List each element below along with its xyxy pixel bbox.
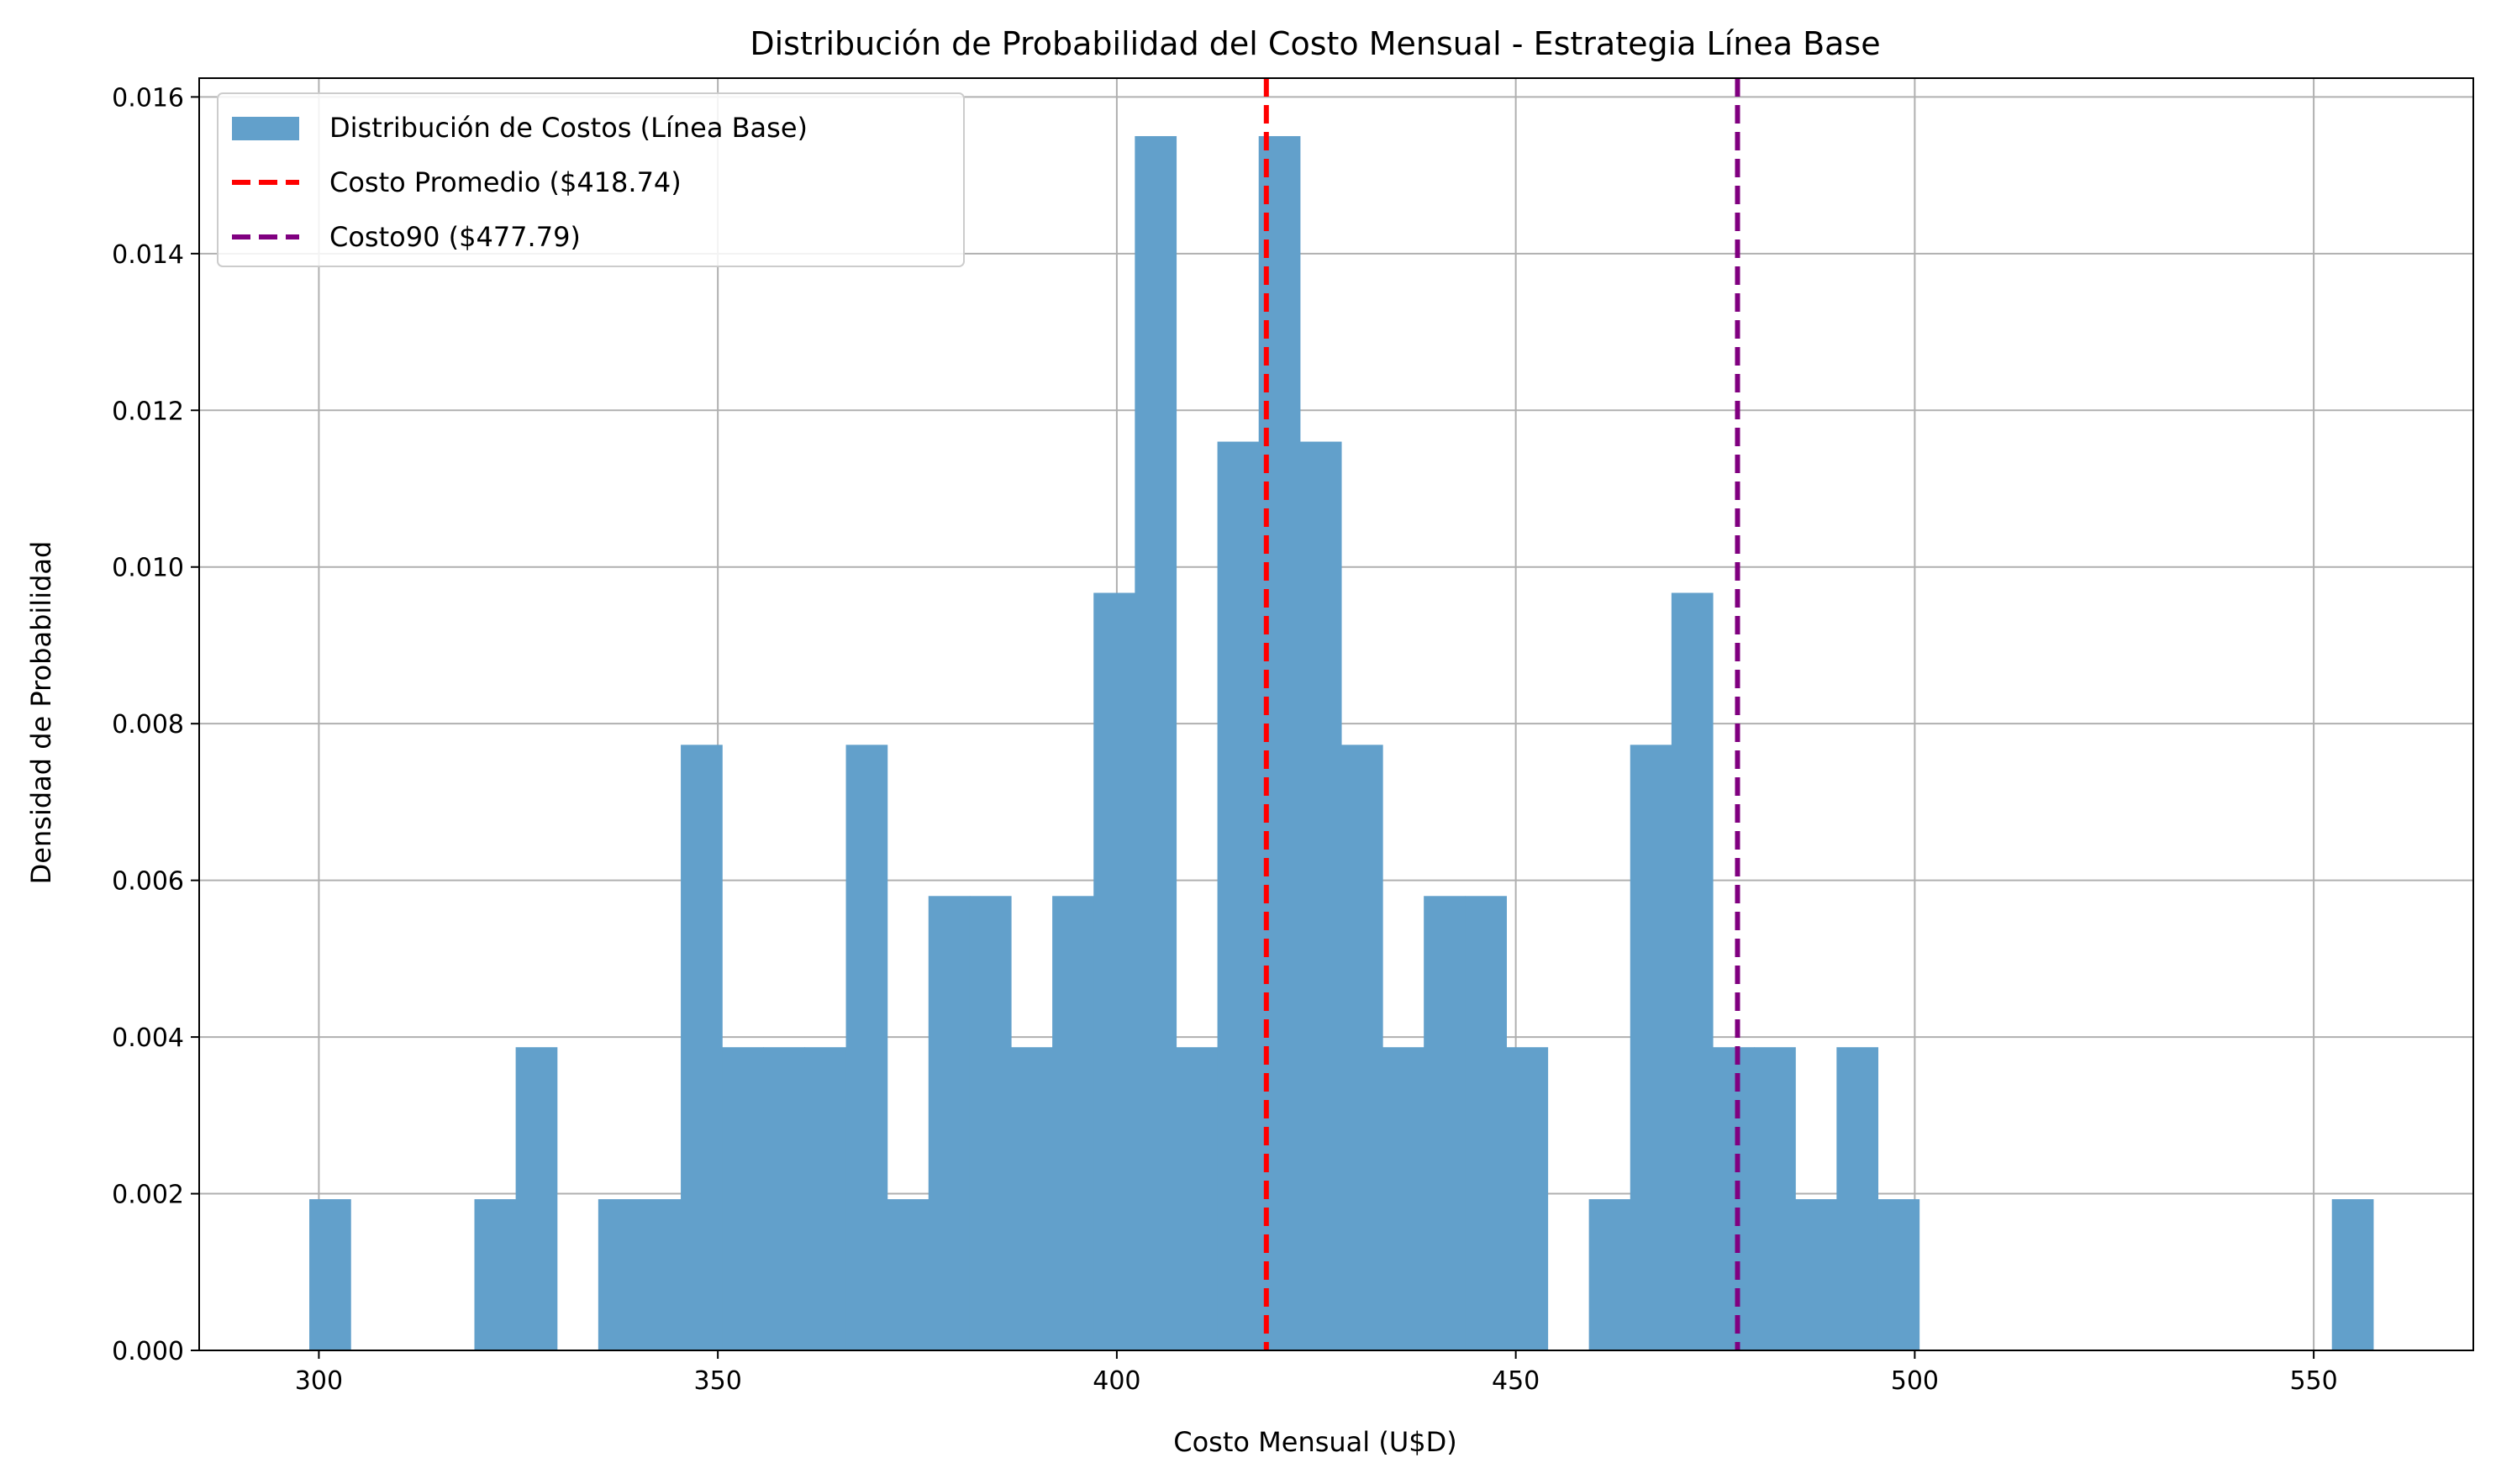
histogram-bar-18 (1052, 896, 1094, 1350)
legend-label-0: Distribución de Costos (Línea Base) (329, 112, 808, 144)
y-tick-label-5: 0.010 (112, 554, 184, 583)
histogram-bar-14 (887, 1199, 929, 1350)
histogram-bar-13 (845, 745, 888, 1350)
histogram-bar-31 (1588, 1199, 1631, 1350)
reference-lines (1263, 78, 1740, 1350)
y-tick-label-0: 0.000 (112, 1337, 184, 1366)
histogram-bar-17 (1011, 1047, 1053, 1350)
y-tick-label-4: 0.008 (112, 710, 184, 739)
x-tick-label-2: 400 (1093, 1366, 1140, 1396)
histogram-bar-26 (1382, 1047, 1424, 1350)
y-axis-label: Densidad de Probabilidad (25, 541, 57, 885)
histogram-bar-34 (1712, 1047, 1755, 1350)
histogram-bar-37 (1836, 1047, 1879, 1350)
histogram-bar-12 (804, 1047, 847, 1350)
x-axis-ticks: 300 350 400 450 500 550 (295, 1350, 2338, 1396)
histogram-bar-35 (1754, 1047, 1796, 1350)
y-tick-label-2: 0.004 (112, 1024, 184, 1053)
histogram-bar-9 (681, 745, 723, 1350)
histogram-bar-11 (763, 1047, 806, 1350)
histogram-bar-0 (309, 1199, 351, 1350)
legend: Distribución de Costos (Línea Base) Costo… (217, 92, 965, 267)
histogram-bar-15 (928, 896, 971, 1350)
y-tick-label-8: 0.016 (112, 83, 184, 113)
histogram-bar-24 (1299, 441, 1342, 1350)
legend-label-1: Costo Promedio ($418.74) (329, 166, 682, 198)
histogram-bar-25 (1340, 745, 1383, 1350)
histogram-bar-19 (1093, 592, 1135, 1350)
histogram-bar-10 (722, 1047, 764, 1350)
legend-swatch-0 (232, 117, 299, 140)
histogram-bar-49 (2331, 1199, 2374, 1350)
histogram-bar-29 (1506, 1047, 1549, 1350)
y-tick-label-3: 0.006 (112, 867, 184, 897)
x-tick-label-3: 450 (1492, 1366, 1540, 1396)
legend-box (217, 92, 965, 267)
y-tick-label-6: 0.012 (112, 397, 184, 426)
y-tick-label-7: 0.014 (112, 240, 184, 270)
x-tick-label-5: 550 (2289, 1366, 2337, 1396)
histogram-bar-5 (515, 1047, 558, 1350)
x-tick-label-4: 500 (1891, 1366, 1939, 1396)
histogram-bar-32 (1630, 745, 1672, 1350)
histogram-bar-22 (1217, 441, 1260, 1350)
grid-lines (199, 78, 2473, 1351)
histogram-bar-7 (598, 1199, 640, 1350)
histogram-bar-16 (969, 896, 1012, 1350)
histogram-bar-28 (1465, 896, 1507, 1350)
plot-frame (198, 77, 2474, 1351)
x-axis-label: Costo Mensual (U$D) (1173, 1426, 1456, 1458)
histogram-bar-21 (1176, 1047, 1219, 1350)
histogram-bar-33 (1671, 592, 1714, 1350)
y-tick-label-1: 0.002 (112, 1181, 184, 1210)
histogram-bar-8 (639, 1199, 682, 1350)
x-tick-label-0: 300 (295, 1366, 343, 1396)
y-axis-ticks: 0.000 0.002 0.004 0.006 0.008 0.010 0.012 0.014… (112, 83, 199, 1366)
histogram-bar-38 (1877, 1199, 1920, 1350)
histogram-bar-27 (1424, 896, 1466, 1350)
x-tick-label-1: 350 (694, 1366, 742, 1396)
histogram-bars (309, 135, 2374, 1351)
histogram-bar-4 (474, 1199, 517, 1350)
histogram-bar-20 (1135, 135, 1177, 1351)
histogram-bar-36 (1795, 1199, 1837, 1350)
chart-title: Distribución de Probabilidad del Costo M… (750, 25, 1880, 62)
legend-label-2: Costo90 ($477.79) (329, 221, 581, 253)
